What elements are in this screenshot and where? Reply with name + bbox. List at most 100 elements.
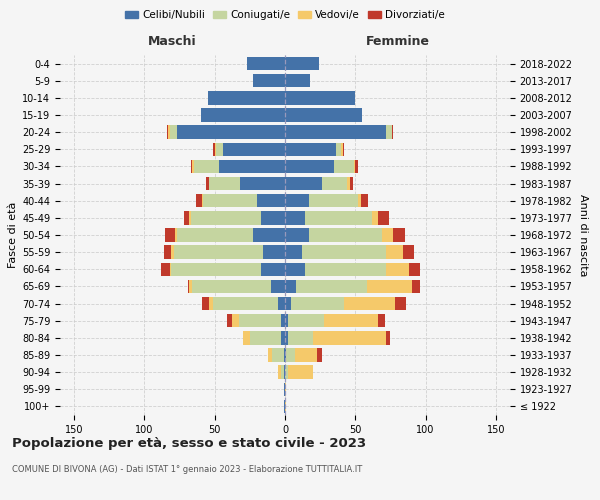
Bar xyxy=(285,142,343,156)
Bar xyxy=(208,91,285,104)
Bar xyxy=(208,91,285,104)
Bar xyxy=(285,246,302,259)
Bar xyxy=(200,108,285,122)
Bar xyxy=(285,348,295,362)
Bar xyxy=(253,74,285,88)
Bar xyxy=(285,91,355,104)
Bar xyxy=(285,382,286,396)
Bar xyxy=(200,108,285,122)
Bar xyxy=(284,400,285,413)
Bar xyxy=(285,91,355,104)
Bar xyxy=(285,177,350,190)
Legend: Celibi/Nubili, Coniugati/e, Vedovi/e, Divorziati/e: Celibi/Nubili, Coniugati/e, Vedovi/e, Di… xyxy=(121,6,449,25)
Bar xyxy=(285,400,286,413)
Bar xyxy=(285,160,334,173)
Bar xyxy=(192,280,285,293)
Bar xyxy=(285,331,386,344)
Bar xyxy=(285,74,310,88)
Bar xyxy=(196,194,285,207)
Bar xyxy=(285,297,290,310)
Bar xyxy=(167,126,285,139)
Bar xyxy=(285,331,313,344)
Bar xyxy=(188,280,285,293)
Bar xyxy=(285,194,368,207)
Y-axis label: Anni di nascita: Anni di nascita xyxy=(578,194,588,276)
Bar xyxy=(215,142,285,156)
Bar xyxy=(177,228,285,241)
Bar xyxy=(285,211,389,224)
Bar xyxy=(285,194,309,207)
Bar xyxy=(223,142,285,156)
Bar xyxy=(285,280,367,293)
Bar xyxy=(285,108,362,122)
Bar xyxy=(284,366,285,379)
Bar xyxy=(284,400,285,413)
Bar xyxy=(285,246,386,259)
Bar xyxy=(284,382,285,396)
Bar xyxy=(209,297,285,310)
Bar xyxy=(281,366,285,379)
Bar xyxy=(285,142,344,156)
Bar xyxy=(285,57,319,70)
Bar xyxy=(202,194,285,207)
Bar xyxy=(285,262,420,276)
Bar xyxy=(285,297,395,310)
Bar xyxy=(253,228,285,241)
Bar xyxy=(285,74,310,88)
Bar xyxy=(257,194,285,207)
Bar xyxy=(164,246,285,259)
Bar xyxy=(285,177,347,190)
Bar xyxy=(170,126,285,139)
Bar xyxy=(285,108,362,122)
Bar xyxy=(284,382,285,396)
Bar xyxy=(209,177,285,190)
Bar xyxy=(285,108,362,122)
Bar xyxy=(285,382,286,396)
Bar xyxy=(243,331,285,344)
Bar xyxy=(203,194,285,207)
Bar xyxy=(213,297,285,310)
Bar xyxy=(285,126,392,139)
Bar xyxy=(285,177,322,190)
Bar xyxy=(247,57,285,70)
Bar xyxy=(208,91,285,104)
Bar xyxy=(281,314,285,328)
Bar xyxy=(177,126,285,139)
Text: Maschi: Maschi xyxy=(148,35,197,48)
Bar xyxy=(247,57,285,70)
Bar xyxy=(161,262,285,276)
Bar xyxy=(253,74,285,88)
Bar xyxy=(285,280,412,293)
Bar xyxy=(191,160,285,173)
Bar xyxy=(284,382,285,396)
Bar xyxy=(232,314,285,328)
Bar xyxy=(263,246,285,259)
Bar xyxy=(285,160,358,173)
Bar xyxy=(216,142,285,156)
Bar xyxy=(278,297,285,310)
Bar xyxy=(240,177,285,190)
Bar xyxy=(166,228,285,241)
Bar xyxy=(285,297,344,310)
Bar xyxy=(200,108,285,122)
Bar xyxy=(285,57,319,70)
Bar xyxy=(206,177,285,190)
Bar xyxy=(285,348,286,362)
Bar xyxy=(285,366,313,379)
Bar xyxy=(171,262,285,276)
Bar xyxy=(285,91,355,104)
Bar xyxy=(278,366,285,379)
Bar xyxy=(285,91,355,104)
Bar xyxy=(285,280,296,293)
Bar xyxy=(285,314,378,328)
Bar xyxy=(285,126,392,139)
Bar xyxy=(285,314,385,328)
Bar xyxy=(171,246,285,259)
Bar xyxy=(284,348,285,362)
Bar xyxy=(227,314,285,328)
Bar xyxy=(285,366,288,379)
Bar xyxy=(271,280,285,293)
Bar xyxy=(247,57,285,70)
Bar xyxy=(285,74,310,88)
Bar xyxy=(202,297,285,310)
